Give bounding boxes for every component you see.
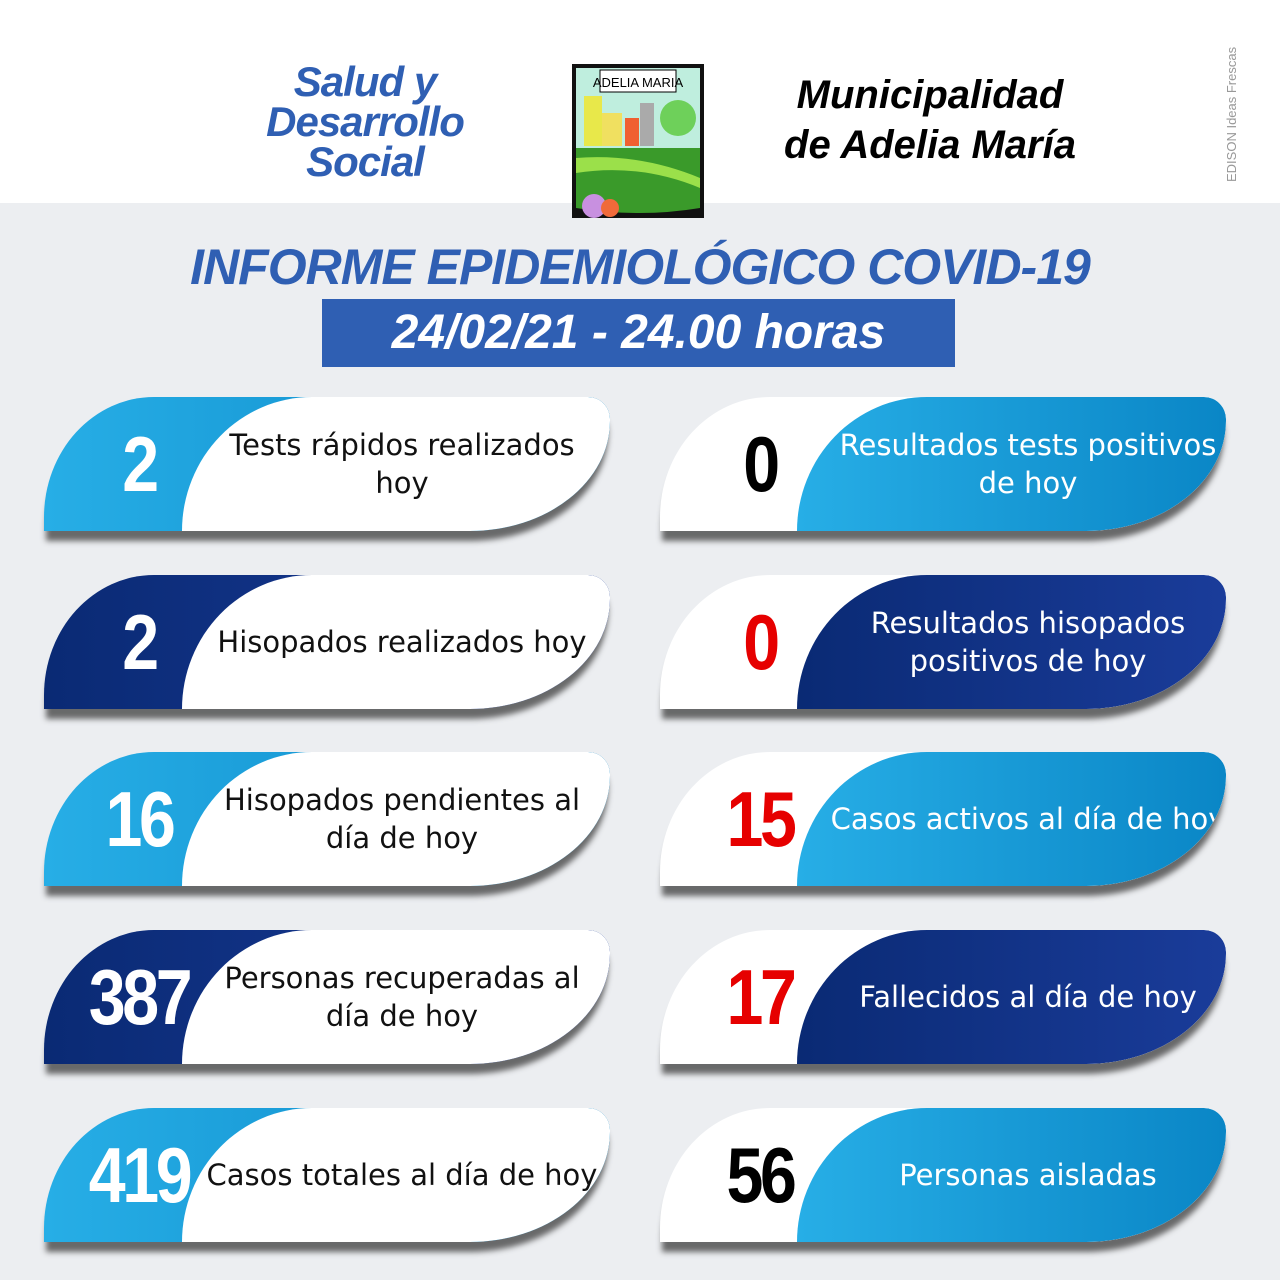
stat-value: 2 xyxy=(122,598,159,686)
stat-label: Personas aisladas xyxy=(899,1158,1157,1192)
stat-value: 387 xyxy=(88,953,193,1041)
stat-label: Hisopados realizados hoy xyxy=(217,625,587,659)
muni-line-2: de Adelia María xyxy=(784,123,1076,167)
stat-value: 17 xyxy=(726,953,797,1041)
adelia-maria-coat-of-arms: ADELIA MARIA xyxy=(572,64,704,218)
stat-card-right: 56 Personas aisladas xyxy=(660,1108,1226,1242)
stat-label: Resultados hisopados positivos de hoy xyxy=(870,606,1186,678)
card-white-panel xyxy=(182,752,610,886)
stat-card-left: 16 Hisopados pendientes al día de hoy xyxy=(44,752,610,886)
card-color-panel xyxy=(797,930,1226,1064)
stat-label: Casos activos al día de hoy xyxy=(830,802,1226,836)
report-date: 24/02/21 - 24.00 horas xyxy=(322,299,955,367)
stat-value: 0 xyxy=(743,598,780,686)
stat-label: Tests rápidos realizados hoy xyxy=(229,428,575,500)
municipalidad-title: Municipalidad de Adelia María xyxy=(760,70,1100,170)
card-color-panel xyxy=(797,575,1226,709)
stat-value: 2 xyxy=(122,420,159,508)
stat-value: 0 xyxy=(743,420,780,508)
card-white-panel xyxy=(182,1108,610,1242)
card-white-panel xyxy=(182,930,610,1064)
stat-card-left: 2 Hisopados realizados hoy xyxy=(44,575,610,709)
stat-card-right: 0 Resultados tests positivos de hoy xyxy=(660,397,1226,531)
report-title: INFORME EPIDEMIOLÓGICO COVID-19 xyxy=(190,239,1091,295)
stat-value: 15 xyxy=(726,775,797,863)
watermark: EDISON Ideas Frescas xyxy=(1224,46,1239,182)
muni-line-1: Municipalidad xyxy=(796,73,1064,117)
stat-card-right: 15 Casos activos al día de hoy xyxy=(660,752,1226,886)
stat-label: Hisopados pendientes al día de hoy xyxy=(223,783,581,855)
card-color-panel xyxy=(797,752,1226,886)
card-color-panel xyxy=(797,1108,1226,1242)
stat-card-left: 419 Casos totales al día de hoy xyxy=(44,1108,610,1242)
stat-value: 419 xyxy=(88,1131,193,1219)
stat-label: Resultados tests positivos de hoy xyxy=(839,428,1217,500)
stat-card-left: 2 Tests rápidos realizados hoy xyxy=(44,397,610,531)
svg-text:ADELIA MARIA: ADELIA MARIA xyxy=(593,75,684,90)
stat-value: 56 xyxy=(726,1131,797,1219)
stat-card-right: 17 Fallecidos al día de hoy xyxy=(660,930,1226,1064)
card-white-panel xyxy=(182,575,610,709)
stat-label: Personas recuperadas al día de hoy xyxy=(224,961,580,1033)
card-white-panel xyxy=(182,397,610,531)
stat-label: Casos totales al día de hoy xyxy=(206,1158,598,1192)
stat-card-right: 0 Resultados hisopados positivos de hoy xyxy=(660,575,1226,709)
stat-value: 16 xyxy=(105,775,176,863)
stat-card-left: 387 Personas recuperadas al día de hoy xyxy=(44,930,610,1064)
salud-desarrollo-social-logo: Salud y Desarrollo Social xyxy=(266,58,465,185)
card-color-panel xyxy=(797,397,1226,531)
stat-label: Fallecidos al día de hoy xyxy=(859,980,1197,1014)
